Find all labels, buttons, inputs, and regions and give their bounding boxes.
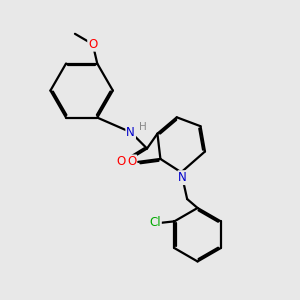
Text: H: H xyxy=(139,122,147,132)
Text: O: O xyxy=(116,155,126,168)
Text: O: O xyxy=(127,155,136,168)
Text: N: N xyxy=(126,126,135,139)
Text: N: N xyxy=(178,171,187,184)
Text: O: O xyxy=(88,38,98,51)
Text: Cl: Cl xyxy=(149,216,161,229)
